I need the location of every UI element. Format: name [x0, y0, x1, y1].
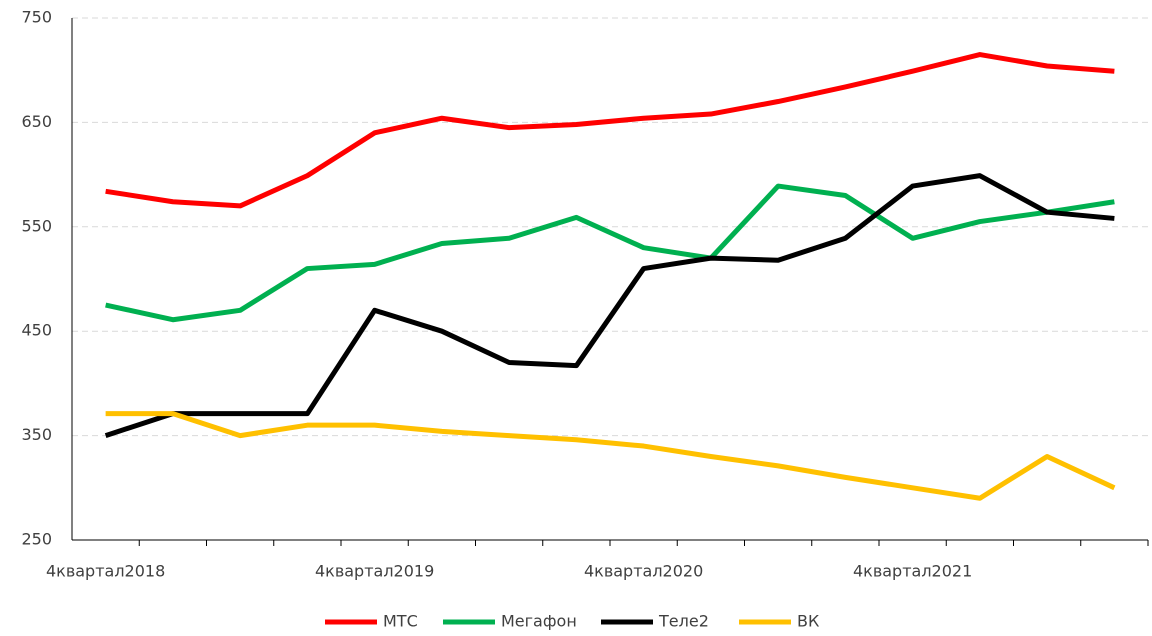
legend-label: Мегафон	[501, 612, 577, 631]
x-tick-label: 4квартал2019	[315, 562, 434, 581]
x-tick-label: 4квартал2021	[853, 562, 972, 581]
legend-label: ВК	[797, 612, 820, 631]
legend-label: МТС	[383, 612, 418, 631]
y-tick-label: 750	[21, 8, 52, 27]
y-tick-label: 550	[21, 216, 52, 235]
series-line	[104, 173, 1115, 438]
x-tick-label: 4квартал2020	[584, 562, 703, 581]
y-tick-label: 250	[21, 530, 52, 549]
series-line	[105, 52, 1115, 209]
series-line	[105, 183, 1115, 323]
y-tick-label: 350	[21, 425, 52, 444]
y-tick-label: 450	[21, 321, 52, 340]
x-tick-label: 4квартал2018	[46, 562, 165, 581]
y-tick-label: 650	[21, 112, 52, 131]
legend-label: Теле2	[658, 612, 709, 631]
series-line	[105, 411, 1116, 501]
